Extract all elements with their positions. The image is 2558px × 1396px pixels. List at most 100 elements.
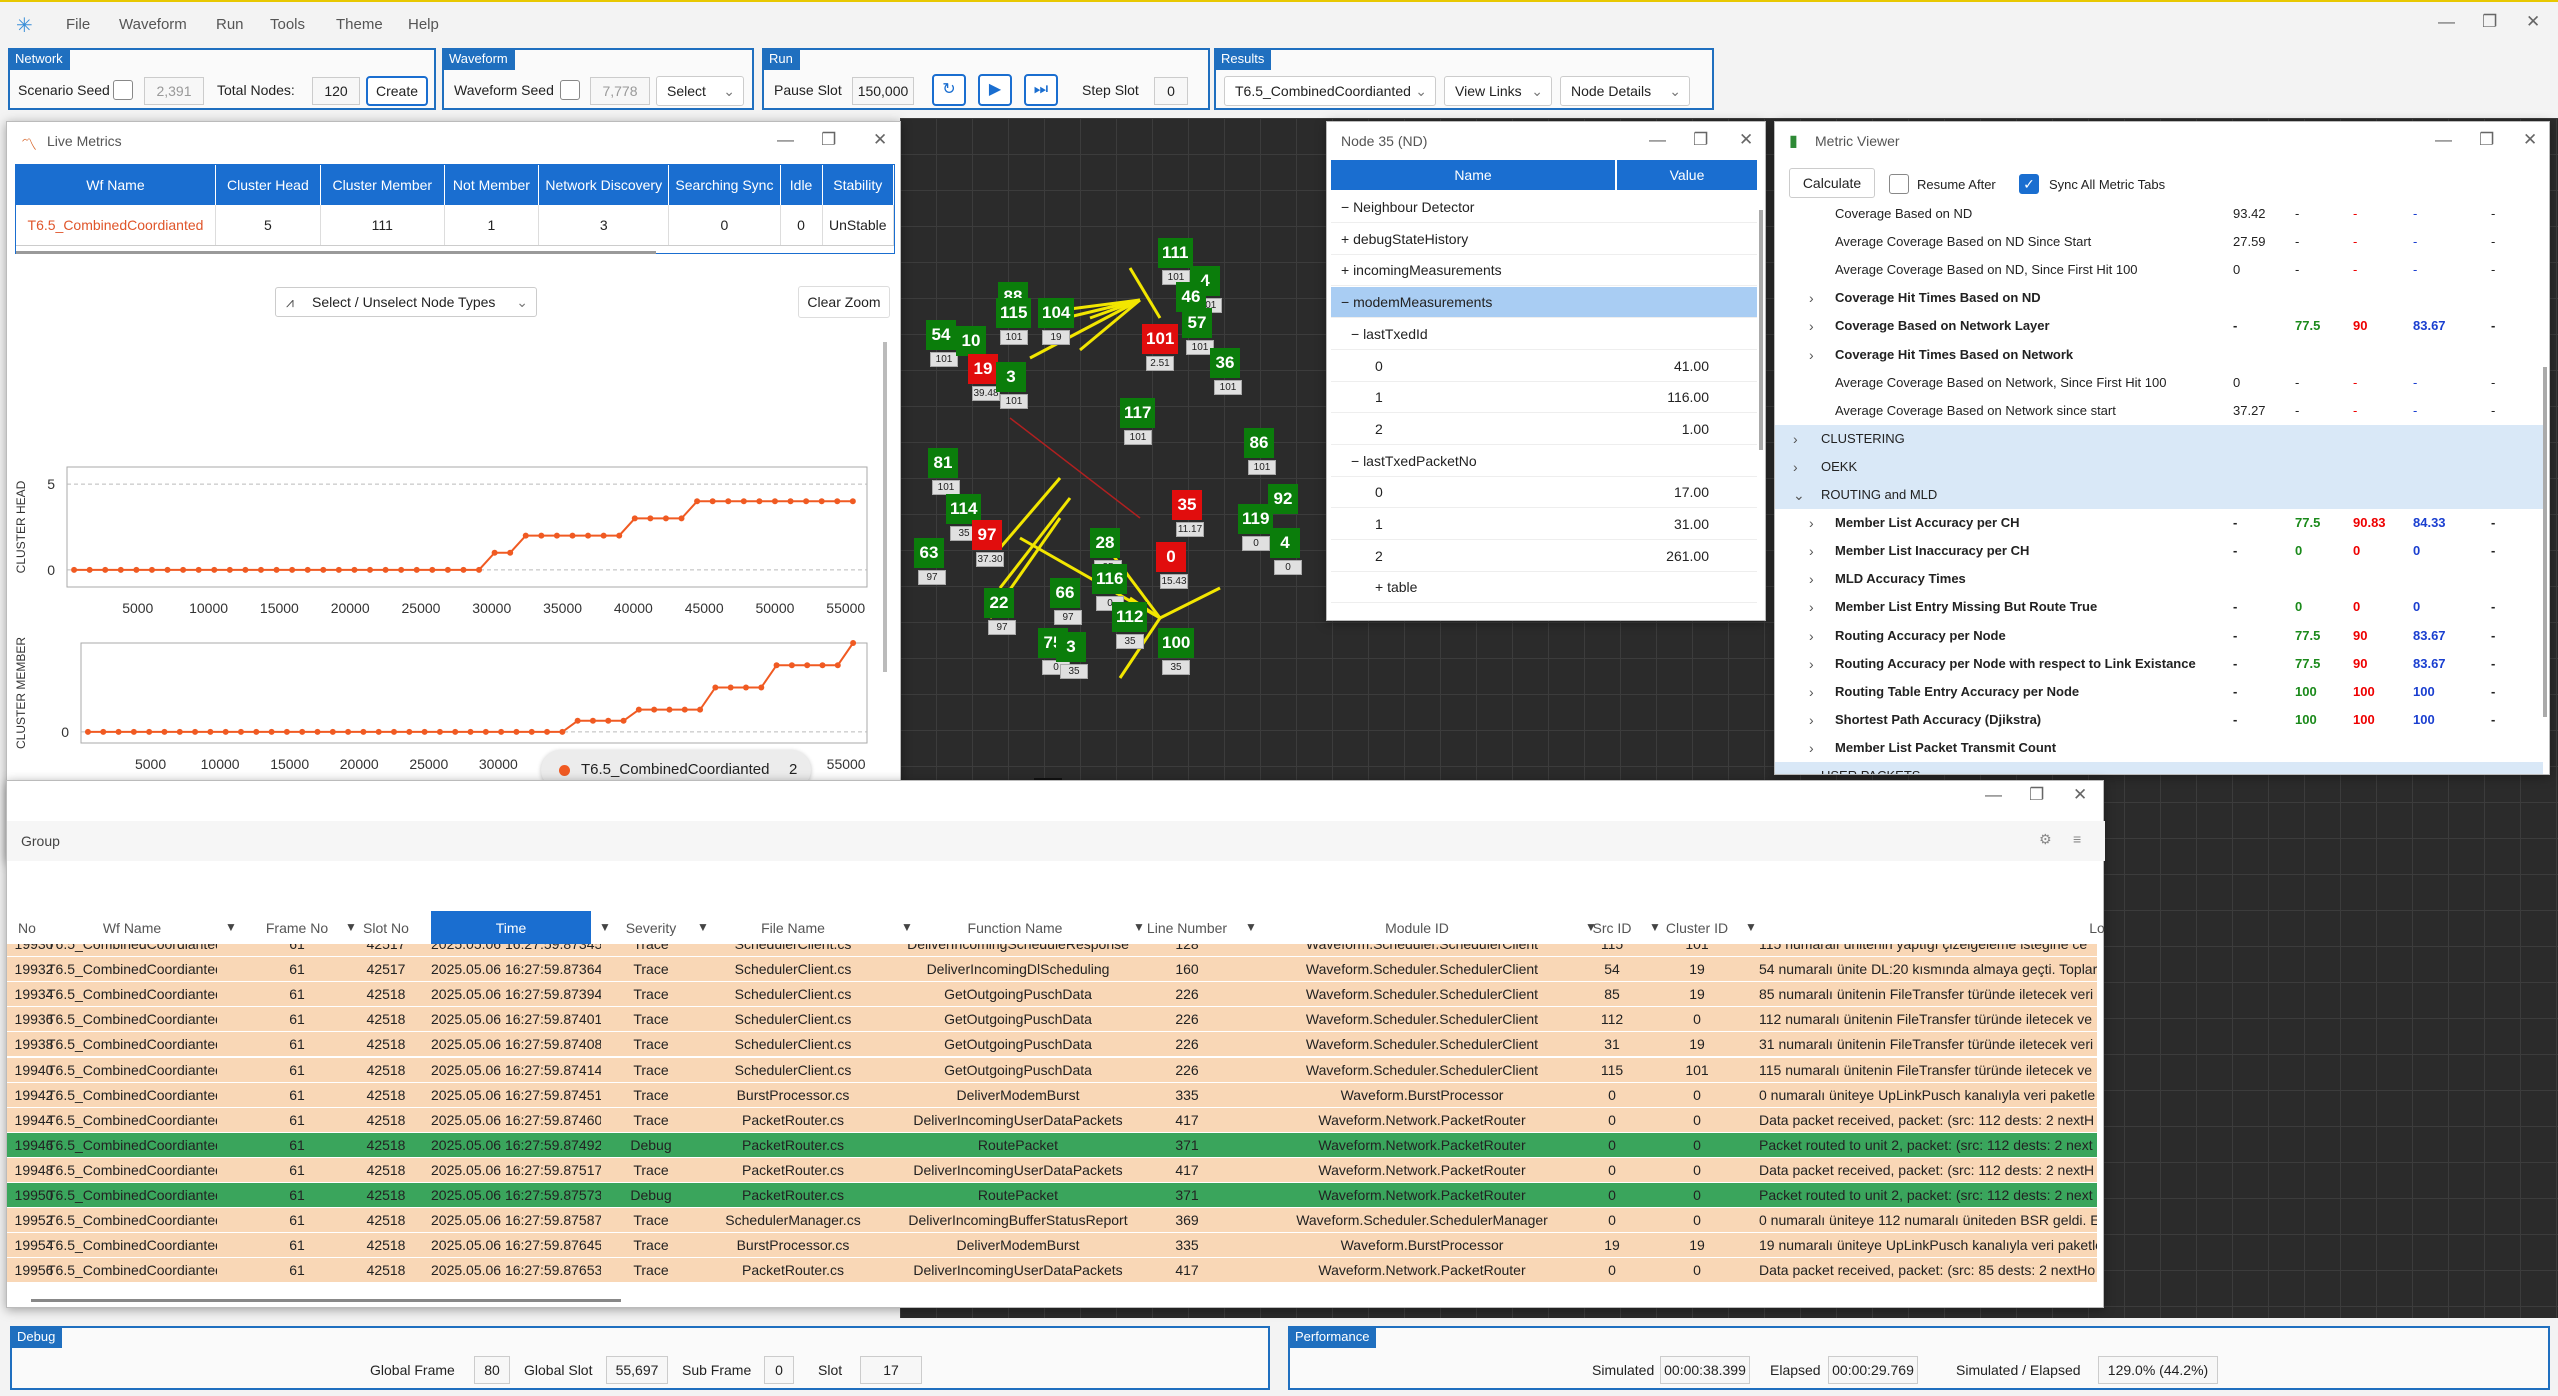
scenario-select[interactable]: T6.5_CombinedCoordianted ⌄: [1224, 76, 1436, 106]
data-point[interactable]: [367, 566, 374, 573]
node-tree-row[interactable]: 0 41.00: [1331, 351, 1757, 382]
log-row[interactable]: 19938 T6.5_CombinedCoordianted 61 42518 2025…: [7, 1032, 2097, 1058]
minimize-icon[interactable]: —: [1649, 130, 1666, 149]
network-node[interactable]: 54: [926, 320, 956, 350]
log-row[interactable]: 19942 T6.5_CombinedCoordianted 61 42518 2025…: [7, 1082, 2097, 1108]
data-point[interactable]: [207, 728, 214, 735]
restore-icon[interactable]: ❐: [2482, 12, 2498, 31]
node-tree-row[interactable]: 0 17.00: [1331, 477, 1757, 509]
restore-icon[interactable]: ❐: [1693, 130, 1709, 149]
network-node[interactable]: 119: [1238, 504, 1274, 534]
restore-icon[interactable]: ❐: [821, 130, 837, 149]
log-row[interactable]: 19946 T6.5_CombinedCoordianted 61 42518 2025…: [7, 1132, 2097, 1158]
data-point[interactable]: [513, 728, 520, 735]
filter-icon[interactable]: ▼: [1133, 920, 1145, 934]
data-point[interactable]: [133, 566, 140, 573]
data-point[interactable]: [444, 566, 451, 573]
step-icon[interactable]: ⏭: [1024, 74, 1058, 106]
data-point[interactable]: [115, 728, 122, 735]
metric-row[interactable]: Average Coverage Based on Network, Since…: [1775, 369, 2543, 397]
network-node[interactable]: 19: [968, 354, 998, 384]
table-scrollbar[interactable]: [16, 251, 656, 254]
data-point[interactable]: [436, 728, 443, 735]
waveform-seed-checkbox[interactable]: [560, 80, 580, 100]
data-point[interactable]: [467, 728, 474, 735]
data-point[interactable]: [164, 566, 171, 573]
chevron-right-icon[interactable]: ›: [1809, 571, 1814, 588]
chevron-right-icon[interactable]: ›: [1809, 346, 1814, 363]
data-point[interactable]: [102, 566, 109, 573]
filter-icon[interactable]: ▼: [1745, 920, 1757, 934]
data-point[interactable]: [421, 728, 428, 735]
metric-row[interactable]: › Member List Accuracy per CH - 77.5 90.83 84…: [1775, 509, 2543, 537]
data-point[interactable]: [834, 662, 841, 669]
log-col-header[interactable]: Frame No: [265, 920, 329, 936]
data-point[interactable]: [429, 566, 436, 573]
network-node[interactable]: 117: [1120, 398, 1156, 428]
node-tree-row[interactable]: − modemMeasurements: [1331, 287, 1757, 319]
network-node[interactable]: 22: [984, 588, 1014, 618]
close-icon[interactable]: ✕: [2526, 12, 2541, 31]
data-point[interactable]: [631, 515, 638, 522]
metric-row[interactable]: › Member List Inaccuracy per CH - 0 0 0 -: [1775, 537, 2543, 565]
data-point[interactable]: [413, 566, 420, 573]
scenario-seed-field[interactable]: 2,391: [144, 77, 204, 105]
network-node[interactable]: 28: [1090, 528, 1120, 558]
chevron-right-icon[interactable]: ›: [1793, 458, 1798, 475]
data-point[interactable]: [222, 728, 229, 735]
network-node[interactable]: 111: [1158, 238, 1193, 268]
log-col-header[interactable]: File Name: [761, 920, 825, 936]
menu-waveform[interactable]: Waveform: [119, 16, 187, 33]
data-point[interactable]: [585, 532, 592, 539]
network-node[interactable]: 63: [914, 538, 944, 568]
metric-row[interactable]: › Coverage Hit Times Based on ND: [1775, 284, 2543, 312]
restore-icon[interactable]: ❐: [2479, 130, 2495, 149]
log-col-header[interactable]: Slot No: [363, 920, 409, 936]
log-col-header[interactable]: Cluster ID: [1665, 920, 1729, 936]
log-row[interactable]: 19930 T6.5_CombinedCoordianted 61 42517 2025…: [7, 944, 2097, 957]
node-tree-row[interactable]: − lastTxedPacketNo: [1331, 446, 1757, 477]
chevron-right-icon[interactable]: ›: [1809, 655, 1814, 672]
data-point[interactable]: [787, 498, 794, 505]
network-node[interactable]: 114: [946, 494, 982, 524]
data-point[interactable]: [849, 498, 856, 505]
network-node[interactable]: 46: [1176, 282, 1206, 312]
metric-row[interactable]: Coverage Based on ND 93.42 - - - -: [1775, 200, 2543, 228]
log-row[interactable]: 19956 T6.5_CombinedCoordianted 61 42518 2025…: [7, 1258, 2097, 1284]
live-metrics-col-header[interactable]: Cluster Head: [215, 165, 321, 205]
data-point[interactable]: [818, 498, 825, 505]
data-point[interactable]: [482, 728, 489, 735]
log-col-header[interactable]: Severity: [625, 920, 677, 936]
live-metrics-col-header[interactable]: Stability: [822, 165, 895, 205]
data-point[interactable]: [538, 532, 545, 539]
data-point[interactable]: [756, 498, 763, 505]
log-col-header[interactable]: Module ID: [1385, 920, 1449, 936]
data-point[interactable]: [345, 728, 352, 735]
log-col-header[interactable]: Wf Name: [102, 920, 162, 936]
data-point[interactable]: [452, 728, 459, 735]
network-node[interactable]: 81: [928, 448, 958, 478]
data-point[interactable]: [253, 728, 260, 735]
live-metrics-col-header[interactable]: Searching Sync: [668, 165, 781, 205]
data-point[interactable]: [803, 498, 810, 505]
metric-row[interactable]: Average Coverage Based on ND, Since Firs…: [1775, 256, 2543, 284]
sync-tabs-checkbox[interactable]: ✓: [2019, 174, 2039, 194]
filter-icon[interactable]: ▼: [697, 920, 709, 934]
reset-icon[interactable]: ↻: [932, 74, 966, 106]
calculate-button[interactable]: Calculate: [1789, 168, 1875, 198]
chevron-right-icon[interactable]: ›: [1809, 683, 1814, 700]
network-node[interactable]: 4: [1270, 528, 1300, 558]
network-node[interactable]: 100: [1158, 628, 1195, 658]
log-row[interactable]: 19932 T6.5_CombinedCoordianted 61 42517 2025…: [7, 957, 2097, 983]
scenario-seed-checkbox[interactable]: [113, 80, 133, 100]
network-node[interactable]: 0: [1156, 542, 1186, 572]
data-point[interactable]: [460, 566, 467, 573]
live-metrics-col-header[interactable]: Wf Name: [16, 165, 216, 205]
settings-icon[interactable]: ⚙: [2039, 831, 2052, 847]
log-col-header[interactable]: Lo: [2089, 920, 2105, 936]
data-point[interactable]: [257, 566, 264, 573]
chevron-right-icon[interactable]: ›: [1809, 739, 1814, 756]
data-point[interactable]: [242, 566, 249, 573]
data-point[interactable]: [850, 640, 857, 646]
chevron-right-icon[interactable]: ›: [1793, 430, 1798, 447]
